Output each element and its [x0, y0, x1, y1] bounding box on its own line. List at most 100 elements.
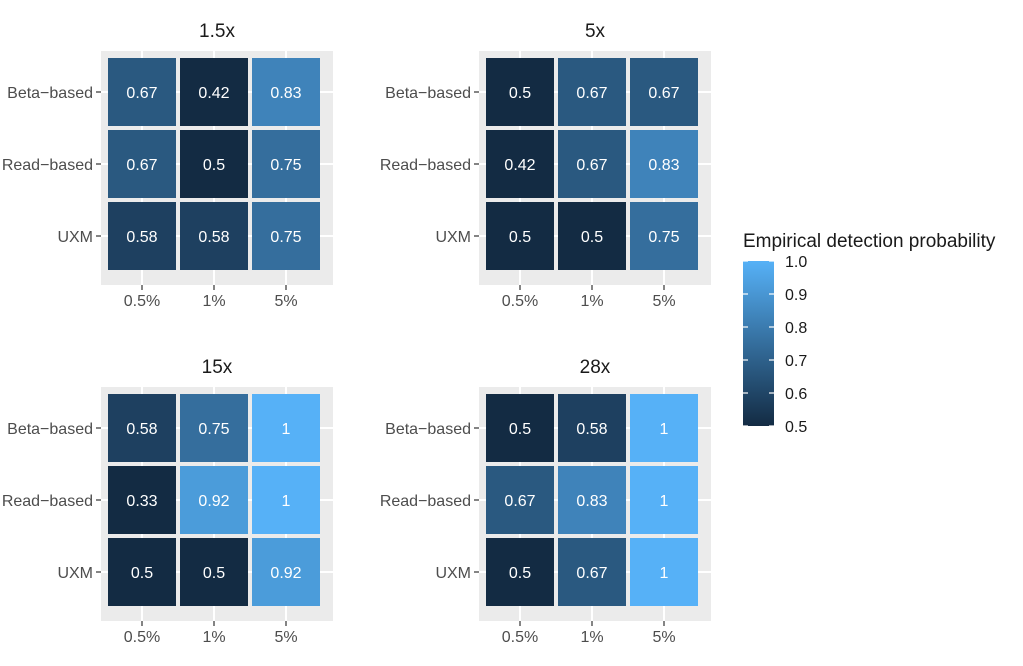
- cell-label: 0.58: [126, 421, 157, 438]
- x-tick-label: 0.5%: [124, 629, 160, 646]
- y-tick-label: UXM: [435, 565, 471, 582]
- cell-label: 0.75: [270, 157, 301, 174]
- cell-label: 1: [660, 493, 669, 510]
- y-tick-label: Read−based: [380, 493, 471, 510]
- heatmap-cell: [558, 394, 626, 462]
- heatmap-cell: [180, 130, 248, 198]
- heatmap-cell: [486, 58, 554, 126]
- y-tick-label: Beta−based: [385, 421, 471, 438]
- heatmap-cell: [252, 130, 320, 198]
- cell-label: 0.75: [198, 421, 229, 438]
- heatmap-cell: [180, 466, 248, 534]
- cell-label: 0.83: [648, 157, 679, 174]
- cell-label: 0.67: [648, 85, 679, 102]
- cell-label: 0.5: [509, 229, 531, 246]
- cell-label: 1: [660, 565, 669, 582]
- heatmap-cell: [630, 130, 698, 198]
- heatmap-cell: [108, 202, 176, 270]
- heatmap-cell: [630, 58, 698, 126]
- cell-label: 0.67: [576, 157, 607, 174]
- heatmap-cell: [108, 538, 176, 606]
- cell-label: 0.67: [504, 493, 535, 510]
- x-tick-label: 5%: [652, 293, 675, 310]
- cell-label: 0.67: [126, 85, 157, 102]
- heatmap-cell: [630, 538, 698, 606]
- legend-break-label: 1.0: [785, 254, 807, 271]
- x-tick-label: 0.5%: [502, 629, 538, 646]
- heatmap-cell: [180, 538, 248, 606]
- cell-label: 0.5: [509, 421, 531, 438]
- heatmap-cell: [252, 466, 320, 534]
- panel-title: 28x: [580, 357, 611, 378]
- legend-break-label: 0.5: [785, 419, 807, 436]
- heatmap-cell: [108, 58, 176, 126]
- legend-break-label: 0.7: [785, 353, 807, 370]
- cell-label: 0.5: [581, 229, 603, 246]
- heatmap-cell: [252, 394, 320, 462]
- cell-label: 0.67: [576, 565, 607, 582]
- heatmap-cell: [252, 538, 320, 606]
- heatmap-cell: [558, 538, 626, 606]
- heatmap-cell: [558, 130, 626, 198]
- legend-break-label: 0.6: [785, 386, 807, 403]
- y-tick-label: UXM: [57, 229, 93, 246]
- legend-colorbar: [743, 261, 774, 426]
- heatmap-cell: [630, 394, 698, 462]
- heatmap-cell: [252, 58, 320, 126]
- heatmap-cell: [486, 466, 554, 534]
- cell-label: 0.83: [270, 85, 301, 102]
- cell-label: 0.42: [198, 85, 229, 102]
- cell-label: 0.5: [509, 85, 531, 102]
- y-tick-label: Read−based: [2, 157, 93, 174]
- legend-break-label: 0.8: [785, 320, 807, 337]
- cell-label: 0.92: [198, 493, 229, 510]
- panel-title: 15x: [202, 357, 233, 378]
- y-tick-label: Beta−based: [7, 421, 93, 438]
- heatmap-cell: [486, 202, 554, 270]
- x-tick-label: 1%: [202, 629, 225, 646]
- cell-label: 0.5: [203, 157, 225, 174]
- heatmap-cell: [108, 394, 176, 462]
- cell-label: 0.33: [126, 493, 157, 510]
- cell-label: 0.67: [126, 157, 157, 174]
- legend-title: Empirical detection probability: [743, 231, 996, 252]
- cell-label: 0.5: [203, 565, 225, 582]
- panel-title: 5x: [585, 21, 606, 42]
- heatmap-cell: [486, 538, 554, 606]
- heatmap-cell: [630, 202, 698, 270]
- cell-label: 0.92: [270, 565, 301, 582]
- cell-label: 0.67: [576, 85, 607, 102]
- heatmap-cell: [558, 202, 626, 270]
- cell-label: 1: [660, 421, 669, 438]
- heatmap-cell: [180, 202, 248, 270]
- heatmap-cell: [630, 466, 698, 534]
- heatmap-cell: [180, 394, 248, 462]
- cell-label: 0.58: [126, 229, 157, 246]
- cell-label: 0.5: [509, 565, 531, 582]
- cell-label: 1: [282, 421, 291, 438]
- y-tick-label: UXM: [435, 229, 471, 246]
- y-tick-label: UXM: [57, 565, 93, 582]
- panel-title: 1.5x: [199, 21, 235, 42]
- x-tick-label: 1%: [580, 629, 603, 646]
- x-tick-label: 5%: [274, 629, 297, 646]
- heatmap-cell: [108, 130, 176, 198]
- x-tick-label: 1%: [202, 293, 225, 310]
- y-tick-label: Beta−based: [385, 85, 471, 102]
- cell-label: 0.42: [504, 157, 535, 174]
- heatmap-cell: [108, 466, 176, 534]
- cell-label: 1: [282, 493, 291, 510]
- x-tick-label: 0.5%: [502, 293, 538, 310]
- legend-break-label: 0.9: [785, 287, 807, 304]
- heatmap-cell: [180, 58, 248, 126]
- heatmap-cell: [252, 202, 320, 270]
- heatmap-cell: [558, 58, 626, 126]
- cell-label: 0.58: [198, 229, 229, 246]
- x-tick-label: 5%: [652, 629, 675, 646]
- heatmap-cell: [558, 466, 626, 534]
- cell-label: 0.5: [131, 565, 153, 582]
- cell-label: 0.75: [270, 229, 301, 246]
- heatmap-cell: [486, 394, 554, 462]
